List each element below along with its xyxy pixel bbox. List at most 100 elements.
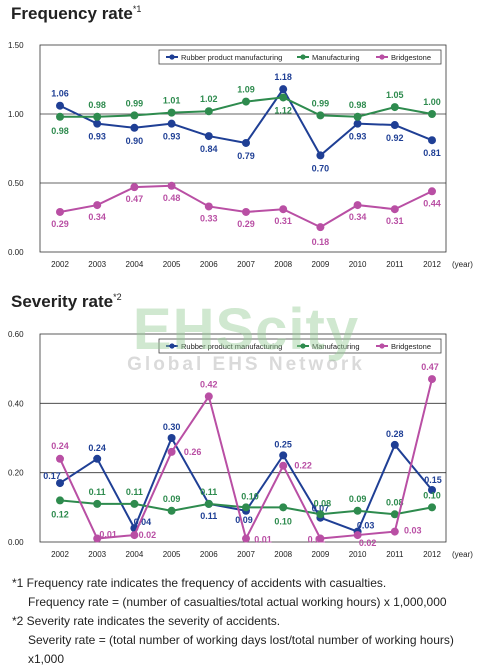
chart0-series-1-point <box>279 93 288 102</box>
chart1-legend-marker-0 <box>169 343 175 349</box>
chart1-x-tick-label: 2005 <box>163 550 181 559</box>
chart0-legend-label-2: Bridgestone <box>391 53 431 62</box>
chart1-y-tick-label: 0.20 <box>8 469 24 478</box>
chart0-series-2-data-label: 0.31 <box>274 216 292 226</box>
footnote-2-formula: Severity rate = (total number of working… <box>28 633 454 666</box>
chart1-plot-frame <box>39 333 447 543</box>
chart1-series-1-point <box>428 503 436 512</box>
chart1-series-2-data-label: 0.01 <box>308 535 326 545</box>
chart0-series-0-point <box>428 136 436 145</box>
chart0-legend-marker-0 <box>169 54 175 60</box>
chart0-series-2-point <box>390 205 399 214</box>
chart0-series-2-point <box>353 201 362 210</box>
chart0-x-tick-label: 2008 <box>274 260 292 269</box>
chart0-series-1-point <box>204 107 213 116</box>
chart0-series-1-data-label: 0.99 <box>126 98 144 108</box>
frequency-chart-title: Frequency rate*1 <box>11 4 141 24</box>
chart1-series-2-point <box>390 527 399 536</box>
frequency-title-text: Frequency rate <box>11 4 133 23</box>
chart0-series-2-data-label: 0.31 <box>386 216 404 226</box>
chart1-legend: Rubber product manufacturing Manufacturin… <box>158 338 442 354</box>
chart1-y-tick-label: 0.40 <box>8 399 24 408</box>
chart1-series-1-point <box>390 510 399 519</box>
chart0-series-1-point <box>56 112 64 121</box>
chart0-x-tick-label: 2002 <box>51 260 69 269</box>
chart0-legend: Rubber product manufacturing Manufacturin… <box>158 49 442 65</box>
chart1-series-2-data-label: 0.02 <box>359 538 377 548</box>
chart0-series-2-point <box>316 223 325 232</box>
frequency-footnote-mark: *1 <box>132 4 142 14</box>
chart0-series-1-data-label: 1.09 <box>237 85 255 95</box>
chart1-y-tick-label: 0.60 <box>8 330 24 339</box>
chart0-series-1-data-label: 1.02 <box>200 94 218 104</box>
chart1-x-tick-label: 2007 <box>237 550 255 559</box>
chart1-series-1-point <box>316 510 325 519</box>
chart1-series-2-data-label: 0.24 <box>51 441 69 451</box>
chart1-legend-label-0: Rubber product manufacturing <box>181 342 282 351</box>
chart1-series-2-point <box>130 531 139 540</box>
chart0-series-1-point <box>390 103 399 112</box>
chart1-series-2-point <box>204 392 213 401</box>
chart0-series-2-data-label: 0.33 <box>200 213 218 223</box>
chart0-series-2-data-label: 0.48 <box>163 193 181 203</box>
chart0-series-2-point <box>428 187 436 196</box>
chart0-series-0-point <box>316 151 325 160</box>
chart1-series-0-point <box>279 451 288 460</box>
footnote-1-formula: Frequency rate = (number of casualties/t… <box>28 595 447 609</box>
chart0-series-0-point <box>93 119 102 128</box>
chart1-series-1-data-label: 0.10 <box>423 490 441 500</box>
chart1-x-axis-label: (year) <box>452 550 473 559</box>
chart1-x-tick-label: 2011 <box>386 550 404 559</box>
chart0-series-1-data-label: 0.98 <box>349 100 367 110</box>
chart1-x-tick-label: 2008 <box>274 550 292 559</box>
chart0-y-tick-label: 1.50 <box>8 41 24 50</box>
chart1-series-2-data-label: 0.01 <box>254 535 272 545</box>
chart0-series-0-data-label: 0.93 <box>88 132 106 142</box>
chart0-series-1-point <box>316 111 325 120</box>
chart1-series-0-point <box>93 454 102 463</box>
chart0-series-0-data-label: 0.90 <box>126 136 144 146</box>
chart0-legend-label-1: Manufacturing <box>312 53 360 62</box>
chart0-series-1-point <box>130 111 139 120</box>
chart0-series-1-point <box>93 112 102 121</box>
chart1-series-1-data-label: 0.10 <box>274 516 292 526</box>
chart1-x-tick-label: 2012 <box>423 550 441 559</box>
chart0-series-2-point <box>167 181 176 190</box>
chart1-series-1-point <box>130 499 139 508</box>
chart1-series-1-point <box>353 506 362 515</box>
chart0-series-1-data-label: 1.12 <box>274 105 292 115</box>
severity-title-text: Severity rate <box>11 292 114 311</box>
chart1-x-tick-label: 2006 <box>200 550 218 559</box>
chart0-series-0-data-label: 1.06 <box>51 89 69 99</box>
chart1-series-0-data-label: 0.11 <box>200 511 217 521</box>
chart0-x-tick-label: 2004 <box>126 260 144 269</box>
chart0-series-0-data-label: 1.18 <box>274 72 292 82</box>
chart0-series-2-data-label: 0.18 <box>312 237 330 247</box>
chart1-x-tick-label: 2010 <box>349 550 367 559</box>
chart1-series-2-point <box>93 534 102 543</box>
chart1-series-2-data-label: 0.47 <box>421 362 439 372</box>
chart1-series-1-data-label: 0.09 <box>349 494 367 504</box>
chart0-x-tick-label: 2005 <box>163 260 181 269</box>
chart0-series-2-point <box>56 207 64 216</box>
chart1-series-2-data-label: 0.01 <box>99 530 117 540</box>
chart0-x-tick-label: 2010 <box>349 260 367 269</box>
chart1-series-1-data-label: 0.10 <box>241 491 259 501</box>
chart1-series-2-point <box>316 534 325 543</box>
chart1-series-2-point <box>56 454 64 463</box>
chart1-series-0-data-label: 0.03 <box>357 521 375 531</box>
chart1-series-0-data-label: 0.07 <box>312 504 330 514</box>
chart0-series-2-point <box>279 205 288 214</box>
chart1-series-2-point <box>242 534 250 543</box>
chart0-series-0-point <box>390 121 399 130</box>
chart0-x-tick-label: 2012 <box>423 260 441 269</box>
chart1-series-0-data-label: 0.15 <box>424 475 442 485</box>
chart1-series-0-data-label: 0.25 <box>274 439 292 449</box>
chart1-series-1-point <box>204 499 213 508</box>
chart1-legend-marker-2 <box>379 343 385 349</box>
chart0-series-0-data-label: 0.93 <box>349 132 367 142</box>
chart0-series-2-data-label: 0.34 <box>88 212 106 222</box>
chart0-x-tick-label: 2007 <box>237 260 255 269</box>
chart1-legend-label-2: Bridgestone <box>391 342 431 351</box>
chart1-series-1-point <box>242 503 250 512</box>
